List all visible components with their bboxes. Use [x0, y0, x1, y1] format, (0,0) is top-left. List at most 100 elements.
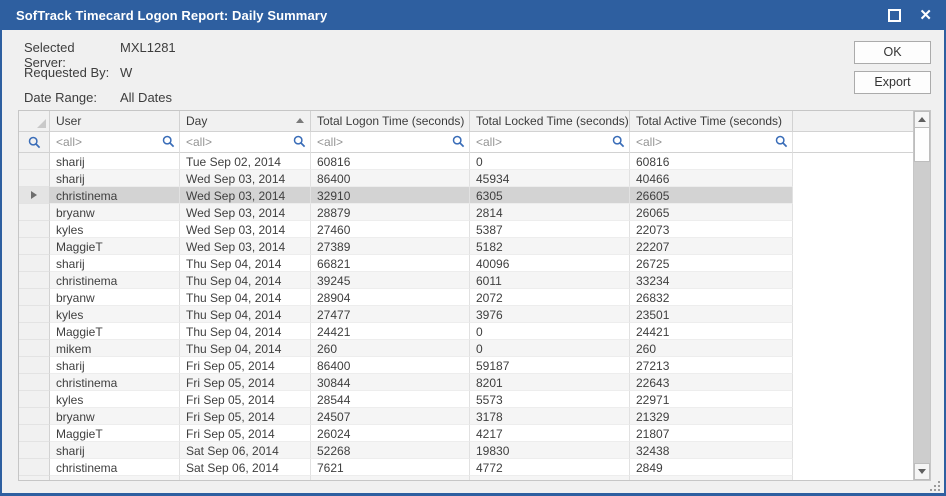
column-header-total-active-time-seconds[interactable]: Total Active Time (seconds) [630, 111, 793, 132]
cell[interactable]: 27477 [311, 306, 470, 323]
scrollbar-thumb[interactable] [914, 128, 930, 162]
cell[interactable]: 260 [630, 340, 793, 357]
table-row[interactable]: sharij Sat Sep 06, 2014 52268 19830 32438 [19, 442, 913, 459]
search-icon[interactable] [452, 135, 465, 151]
scroll-down-icon[interactable] [914, 463, 930, 480]
row-header-cell[interactable] [19, 323, 50, 340]
cell[interactable]: christinema [50, 374, 180, 391]
table-row[interactable]: bryanw Thu Sep 04, 2014 28904 2072 26832 [19, 289, 913, 306]
filter-input-col4[interactable]: <all> [470, 132, 630, 153]
cell[interactable]: 21807 [630, 425, 793, 442]
cell[interactable]: Thu Sep 04, 2014 [180, 306, 311, 323]
cell[interactable]: 24421 [630, 323, 793, 340]
cell[interactable]: 2849 [630, 459, 793, 476]
cell[interactable]: sharij [50, 170, 180, 187]
cell[interactable]: 1152 [470, 476, 630, 480]
cell[interactable]: 26832 [630, 289, 793, 306]
cell[interactable]: 24421 [311, 323, 470, 340]
table-row[interactable]: sharij Wed Sep 03, 2014 86400 45934 40466 [19, 170, 913, 187]
cell[interactable]: 0 [470, 340, 630, 357]
cell[interactable]: Fri Sep 05, 2014 [180, 357, 311, 374]
cell[interactable]: 0 [470, 153, 630, 170]
row-header-cell[interactable] [19, 408, 50, 425]
cell[interactable]: 27213 [630, 357, 793, 374]
table-row[interactable]: kyles Thu Sep 04, 2014 27477 3976 23501 [19, 306, 913, 323]
table-row[interactable]: christinema Fri Sep 05, 2014 30844 8201 2264… [19, 374, 913, 391]
table-row[interactable]: kyles Fri Sep 05, 2014 28544 5573 22971 [19, 391, 913, 408]
table-row[interactable]: bryanw Wed Sep 03, 2014 28879 2814 26065 [19, 204, 913, 221]
row-header-cell[interactable] [19, 238, 50, 255]
cell[interactable]: bryanw [50, 204, 180, 221]
cell[interactable]: 4772 [470, 459, 630, 476]
column-header-total-logon-time-seconds[interactable]: Total Logon Time (seconds) [311, 111, 470, 132]
cell[interactable]: MaggieT [50, 425, 180, 442]
resize-grip-icon[interactable] [929, 480, 940, 491]
row-header-cell[interactable] [19, 306, 50, 323]
cell[interactable]: sharij [50, 255, 180, 272]
filter-input-col5[interactable]: <all> [630, 132, 793, 153]
row-header-cell[interactable] [19, 272, 50, 289]
cell[interactable]: 66821 [311, 255, 470, 272]
cell[interactable]: 21329 [630, 408, 793, 425]
cell[interactable]: 45934 [470, 170, 630, 187]
cell[interactable]: 5387 [470, 221, 630, 238]
cell[interactable]: bryanw [50, 289, 180, 306]
cell[interactable]: kyles [50, 221, 180, 238]
cell[interactable]: 32910 [311, 187, 470, 204]
cell[interactable]: MaggieT [50, 323, 180, 340]
column-header-user[interactable]: User [50, 111, 180, 132]
maximize-icon[interactable] [888, 8, 902, 22]
row-header-cell[interactable] [19, 187, 50, 204]
table-row[interactable]: bryanw Fri Sep 05, 2014 24507 3178 21329 [19, 408, 913, 425]
row-header-cell[interactable] [19, 459, 50, 476]
cell[interactable]: 22971 [630, 391, 793, 408]
table-row[interactable]: sharij Tue Sep 02, 2014 60816 0 60816 [19, 153, 913, 170]
cell[interactable]: 6305 [470, 187, 630, 204]
row-header-cell[interactable] [19, 289, 50, 306]
cell[interactable]: christinema [50, 187, 180, 204]
cell[interactable]: 4217 [470, 425, 630, 442]
row-header-cell[interactable] [19, 153, 50, 170]
table-row[interactable]: MaggieT Wed Sep 03, 2014 27389 5182 22207 [19, 238, 913, 255]
cell[interactable]: Fri Sep 05, 2014 [180, 425, 311, 442]
table-row[interactable]: christinema Thu Sep 04, 2014 39245 6011 3323… [19, 272, 913, 289]
cell[interactable]: 40096 [470, 255, 630, 272]
cell[interactable]: kyles [50, 306, 180, 323]
filter-input-col1[interactable]: <all> [50, 132, 180, 153]
filter-row-header[interactable] [19, 132, 50, 153]
cell[interactable]: 5573 [470, 391, 630, 408]
cell[interactable]: Mon Sep 08, 2014 [180, 476, 311, 480]
cell[interactable]: 27460 [311, 221, 470, 238]
column-header-total-locked-time-seconds[interactable]: Total Locked Time (seconds) [470, 111, 630, 132]
cell[interactable]: sharij [50, 153, 180, 170]
cell[interactable]: 26024 [311, 425, 470, 442]
cell[interactable]: Tue Sep 02, 2014 [180, 153, 311, 170]
cell[interactable]: mikem [50, 340, 180, 357]
cell[interactable]: 22643 [630, 374, 793, 391]
cell[interactable]: 60816 [311, 153, 470, 170]
cell[interactable]: Thu Sep 04, 2014 [180, 289, 311, 306]
cell[interactable]: Wed Sep 03, 2014 [180, 187, 311, 204]
row-header-cell[interactable] [19, 255, 50, 272]
cell[interactable]: Fri Sep 05, 2014 [180, 391, 311, 408]
cell[interactable]: 2072 [470, 289, 630, 306]
cell[interactable]: 26605 [630, 187, 793, 204]
row-header-cell[interactable] [19, 340, 50, 357]
cell[interactable]: Wed Sep 03, 2014 [180, 238, 311, 255]
filter-input-col2[interactable]: <all> [180, 132, 311, 153]
cell[interactable]: 8201 [470, 374, 630, 391]
cell[interactable]: Wed Sep 03, 2014 [180, 221, 311, 238]
cell[interactable]: 30844 [311, 374, 470, 391]
cell[interactable]: 7621 [311, 459, 470, 476]
row-header-cell[interactable] [19, 476, 50, 480]
cell[interactable]: 26065 [630, 204, 793, 221]
scroll-up-icon[interactable] [914, 111, 930, 128]
table-row[interactable]: christinema Sat Sep 06, 2014 7621 4772 2849 [19, 459, 913, 476]
cell[interactable]: 26725 [630, 255, 793, 272]
cell[interactable]: 260 [311, 340, 470, 357]
cell[interactable]: Thu Sep 04, 2014 [180, 255, 311, 272]
cell[interactable]: 3178 [470, 408, 630, 425]
cell[interactable]: 3976 [470, 306, 630, 323]
cell[interactable]: 5182 [470, 238, 630, 255]
cell[interactable]: 86400 [311, 357, 470, 374]
